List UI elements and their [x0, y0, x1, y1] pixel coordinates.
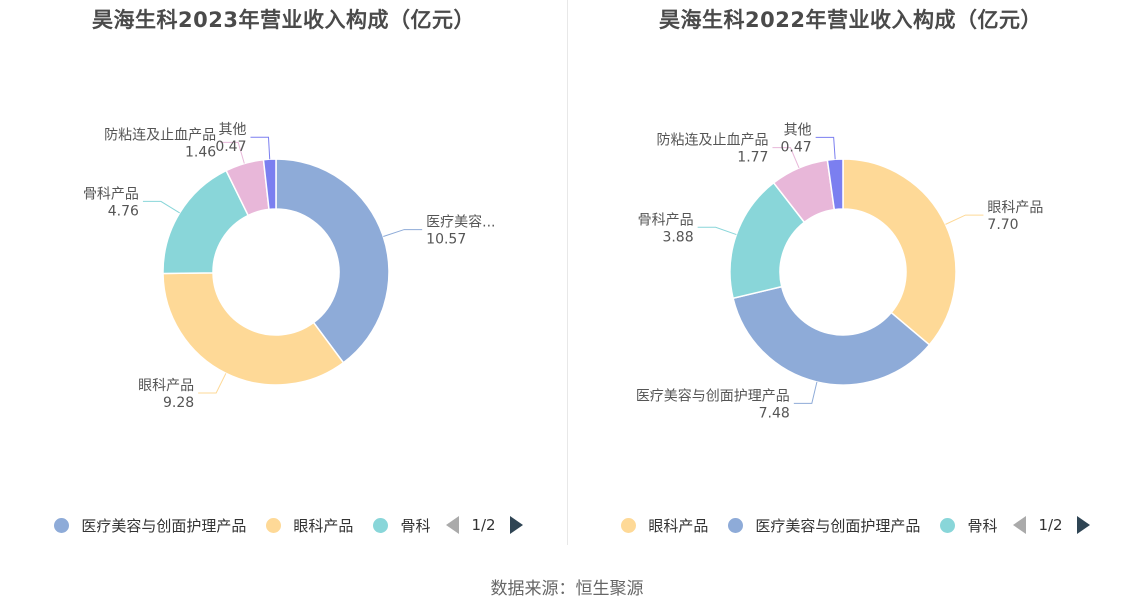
legend-item[interactable]: 骨科: [373, 515, 430, 536]
leader-line: [815, 136, 836, 160]
legend-marker: [373, 517, 389, 533]
leader-line: [697, 226, 737, 236]
slice-value-label: 7.48: [759, 405, 790, 421]
slice-label: 防粘连及止血产品: [656, 133, 768, 149]
legend-label: 骨科: [400, 516, 431, 535]
leader-line: [198, 373, 227, 394]
legend-label: 眼科产品: [293, 516, 354, 535]
leader-line: [793, 381, 818, 404]
chart-title: 昊海生科2023年营业收入构成（亿元）: [92, 8, 475, 32]
legend-item[interactable]: 医疗美容与创面护理产品: [728, 515, 920, 536]
pie-slice[interactable]: [826, 158, 844, 211]
legend-marker: [940, 517, 956, 533]
slice-label: 眼科产品: [987, 200, 1043, 216]
legend-page-number: 1/2: [471, 516, 496, 534]
pie-slice[interactable]: [732, 285, 931, 386]
chart-title: 昊海生科2022年营业收入构成（亿元）: [659, 8, 1042, 32]
slice-value-label: 7.70: [987, 217, 1018, 233]
legend-pager: 1/2: [446, 516, 523, 534]
slice-label: 其他: [218, 122, 246, 138]
slice-label: 其他: [784, 122, 812, 138]
legend-prev-arrow-icon[interactable]: [446, 516, 460, 534]
pie-slice[interactable]: [842, 158, 957, 346]
slice-value-label: 1.77: [737, 150, 768, 166]
data-source-note: 数据来源：恒生聚源: [490, 579, 644, 599]
legend-marker: [728, 517, 744, 533]
slice-value-label: 4.76: [108, 203, 139, 219]
pie-slice[interactable]: [275, 158, 390, 364]
legend-next-arrow-icon[interactable]: [509, 516, 523, 534]
leader-line: [383, 229, 423, 237]
panel-divider: [567, 0, 568, 545]
slice-label: 防粘连及止血产品: [104, 127, 216, 143]
legend-item[interactable]: 眼科产品: [621, 515, 708, 536]
legend-marker: [54, 517, 70, 533]
slice-value-label: 0.47: [780, 139, 811, 155]
leader-line: [220, 141, 245, 164]
slice-label: 医疗美容...: [426, 214, 495, 231]
slice-label: 骨科产品: [638, 212, 694, 228]
legend-pager: 1/2: [1013, 516, 1090, 534]
slice-value-label: 10.57: [426, 232, 466, 248]
slice-label: 医疗美容与创面护理产品: [636, 387, 790, 404]
legend-item[interactable]: 医疗美容与创面护理产品: [54, 515, 246, 536]
chart-panel-2022: 昊海生科2022年营业收入构成（亿元） 眼科产品 7.70 医疗美容与创面护理产品 7…: [567, 0, 1134, 560]
legend-next-arrow-icon[interactable]: [1076, 516, 1090, 534]
slice-value-label: 1.46: [185, 144, 216, 160]
pie-slice[interactable]: [162, 272, 345, 386]
slice-value-label: 0.47: [215, 139, 246, 155]
pie-slice[interactable]: [262, 158, 277, 211]
slice-label: 骨科产品: [83, 186, 139, 202]
legend-label: 眼科产品: [648, 516, 709, 535]
leader-line: [142, 200, 180, 214]
legend-label: 医疗美容与创面护理产品: [755, 516, 921, 535]
leader-line: [772, 147, 800, 169]
legend-item[interactable]: 骨科: [940, 515, 997, 536]
leader-line: [945, 214, 984, 225]
legend-label: 骨科: [967, 516, 998, 535]
legend-item[interactable]: 眼科产品: [266, 515, 353, 536]
legend-marker: [621, 517, 637, 533]
legend-label: 医疗美容与创面护理产品: [81, 516, 247, 535]
slice-label: 眼科产品: [138, 378, 194, 394]
chart-legend: 眼科产品 医疗美容与创面护理产品 骨科 1/2: [567, 511, 1134, 539]
chart-panel-2023: 昊海生科2023年营业收入构成（亿元） 医疗美容... 10.57 眼科产品 9.28…: [0, 0, 567, 560]
slice-value-label: 9.28: [163, 395, 194, 411]
slice-value-label: 3.88: [662, 229, 693, 245]
legend-page-number: 1/2: [1038, 516, 1063, 534]
chart-legend: 医疗美容与创面护理产品 眼科产品 骨科 1/2: [0, 511, 567, 539]
legend-prev-arrow-icon[interactable]: [1013, 516, 1027, 534]
legend-marker: [266, 517, 282, 533]
leader-line: [250, 136, 271, 160]
